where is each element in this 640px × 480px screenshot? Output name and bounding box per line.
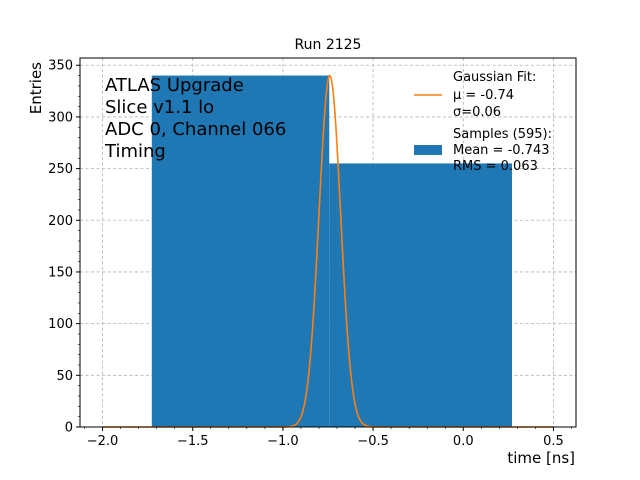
legend-hist-swatch	[414, 145, 442, 155]
x-tick-label-3: −0.5	[357, 434, 389, 449]
x-tick-label-4: 0.0	[453, 434, 474, 449]
y-tick-label-4: 200	[48, 214, 73, 229]
x-tick-label-0: −2.0	[87, 434, 119, 449]
y-tick-label-6: 300	[48, 110, 73, 125]
legend-hist-rms: RMS = 0.063	[453, 159, 538, 174]
y-tick-label-5: 250	[48, 162, 73, 177]
x-axis-label: time [ns]	[507, 449, 575, 467]
axis-ticks: −2.0 −1.5 −1.0 −0.5 0.0 0.5 0 50 100 150 200 250 300…	[48, 59, 572, 449]
y-tick-label-2: 100	[48, 317, 73, 332]
y-tick-label-1: 50	[56, 369, 73, 384]
legend: Gaussian Fit: μ = -0.74 σ=0.06 Samples (…	[414, 70, 552, 174]
x-tick-label-2: −1.0	[267, 434, 299, 449]
y-tick-label-3: 150	[48, 265, 73, 280]
annotation-line-2: Slice v1.1 lo	[105, 97, 214, 118]
annotation-line-1: ATLAS Upgrade	[105, 75, 244, 96]
legend-hist-mean: Mean = -0.743	[453, 143, 549, 158]
plot-frame	[79, 57, 577, 428]
legend-fit-mu: μ = -0.74	[453, 88, 514, 103]
y-tick-label-0: 0	[65, 421, 73, 436]
annotation-block: ATLAS Upgrade Slice v1.1 lo ADC 0, Chann…	[104, 75, 286, 162]
histogram-bar-1	[329, 163, 512, 427]
legend-hist-title: Samples (595):	[453, 127, 552, 142]
x-tick-label-5: 0.5	[543, 434, 564, 449]
legend-fit-title: Gaussian Fit:	[453, 70, 536, 85]
annotation-line-4: Timing	[104, 141, 166, 162]
legend-fit-sigma: σ=0.06	[453, 105, 501, 120]
histogram-bar-0	[151, 75, 330, 428]
x-tick-label-1: −1.5	[177, 434, 209, 449]
chart-title: Run 2125	[295, 37, 362, 53]
y-axis-label: Entries	[27, 62, 45, 114]
histogram-bars	[151, 75, 512, 428]
annotation-line-3: ADC 0, Channel 066	[105, 119, 286, 140]
y-tick-label-7: 350	[48, 59, 73, 74]
